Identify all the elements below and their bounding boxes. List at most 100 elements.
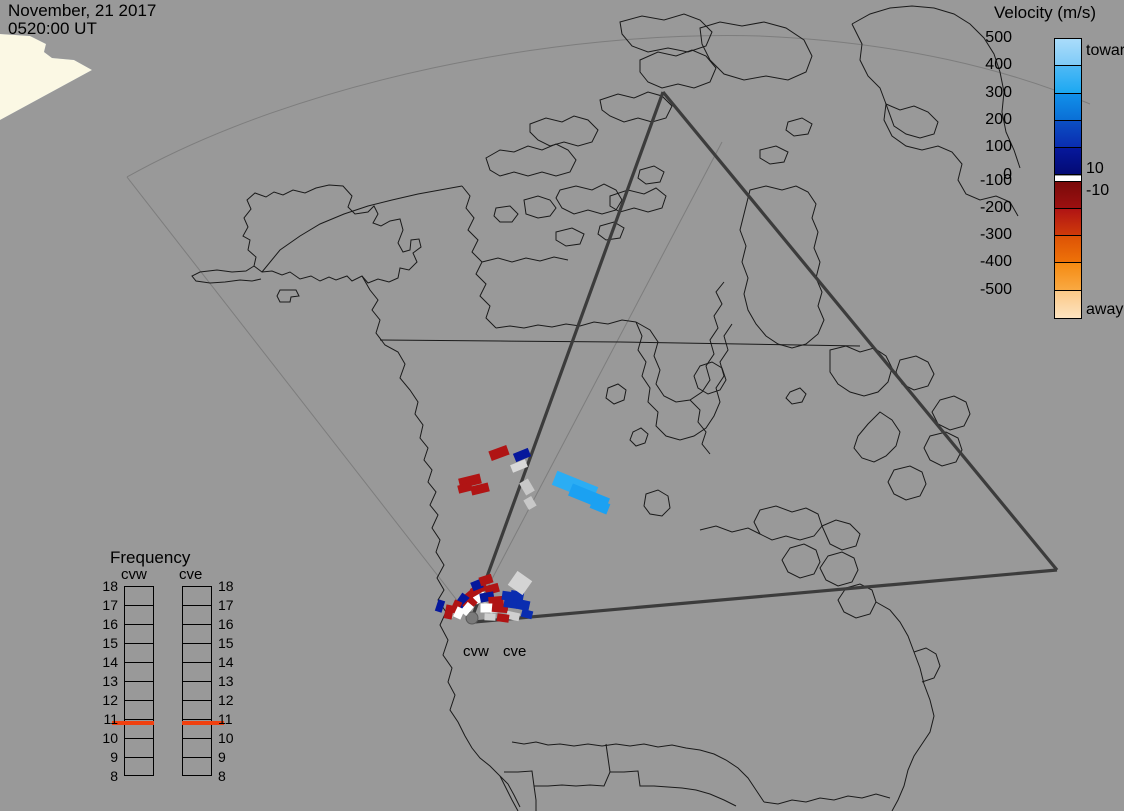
- frequency-tick-cvw-11: 11: [103, 711, 118, 727]
- frequency-tick-cvw-8: 8: [110, 768, 118, 784]
- velocity-cell: [589, 497, 611, 515]
- velocity-cell: [484, 582, 500, 596]
- site-label-cvw: cvw: [463, 643, 489, 660]
- velocity-cell: [523, 495, 537, 511]
- velocity-cell: [512, 447, 532, 463]
- frequency-tick-cve-13: 13: [218, 673, 234, 689]
- frequency-segment: [125, 682, 153, 701]
- time-label: 0520:00 UT: [8, 19, 97, 38]
- frequency-segment: [125, 663, 153, 682]
- frequency-tick-cvw-17: 17: [102, 597, 118, 613]
- colorbar-band--450: [1055, 290, 1081, 318]
- frequency-column-title-cve: cve: [179, 566, 203, 583]
- frequency-column-title-cvw: cvw: [121, 566, 147, 583]
- frequency-legend-title: Frequency: [110, 548, 191, 567]
- colorbar-tick-0: 0: [1003, 165, 1012, 183]
- frequency-tick-cve-9: 9: [218, 749, 226, 765]
- velocity-cell: [520, 608, 534, 620]
- frequency-segment: [183, 606, 211, 625]
- frequency-segment: [183, 587, 211, 606]
- velocity-legend: Velocity (m/s) 500 400 300 200 100 0 -100 -200 -…: [979, 0, 1124, 340]
- velocity-cell: [480, 603, 498, 613]
- velocity-cell: [478, 573, 494, 587]
- toward-label: toward: [1086, 42, 1124, 59]
- frequency-segment: [183, 758, 211, 777]
- velocity-cell: [507, 570, 533, 596]
- frequency-marker-cve: [182, 720, 224, 725]
- land-corner: [0, 34, 92, 120]
- frequency-tick-cvw-16: 16: [102, 616, 118, 632]
- velocity-cell: [434, 599, 446, 613]
- date-label: November, 21 2017: [8, 1, 157, 20]
- frequency-tick-cvw-9: 9: [110, 749, 118, 765]
- frequency-tick-cve-8: 8: [218, 768, 226, 784]
- frequency-tick-cvw-18: 18: [102, 578, 118, 594]
- velocity-cell: [496, 613, 510, 623]
- site-label-cve: cve: [503, 643, 527, 660]
- velocity-cell: [510, 459, 528, 473]
- frequency-tick-cve-11: 11: [218, 711, 233, 727]
- frequency-segment: [125, 625, 153, 644]
- velocity-cell: [470, 482, 490, 496]
- frequency-segment: [183, 682, 211, 701]
- frequency-tick-cve-12: 12: [218, 692, 234, 708]
- threshold-high-label: 10: [1086, 160, 1104, 177]
- velocity-cell: [488, 445, 510, 461]
- velocity-cell: [519, 478, 535, 496]
- frequency-legend: Frequency cvw 18 17 16 15 14 13 12 11 10 9 8 cve 18 17…: [84, 548, 244, 788]
- velocity-cell: [443, 604, 455, 620]
- colorbar-tick--500: -500: [979, 280, 1012, 298]
- colorbar-band--350: [1055, 263, 1081, 291]
- frequency-column-cve: cve 18 17 16 15 14 13 12 11 10 9 8: [179, 566, 234, 784]
- velocity-cell: [501, 590, 515, 602]
- colorbar-band-0: [1055, 175, 1081, 182]
- velocity-cell: [457, 482, 473, 494]
- colorbar-tick--300: -300: [979, 226, 1012, 244]
- velocity-colorbar: [1054, 38, 1082, 319]
- frequency-segment: [183, 644, 211, 663]
- frequency-tick-cvw-10: 10: [102, 730, 118, 746]
- velocity-legend-title: Velocity (m/s): [994, 3, 1097, 22]
- frequency-tick-cve-18: 18: [218, 578, 234, 594]
- frequency-segment: [125, 758, 153, 777]
- fov-thick-boundary: [470, 90, 1059, 624]
- velocity-cell: [505, 610, 521, 622]
- colorbar-band--250: [1055, 236, 1081, 264]
- velocity-cell: [453, 606, 465, 620]
- colorbar-tick--100: -100: [979, 171, 1012, 189]
- colorbar-tick-400: 400: [985, 56, 1012, 74]
- frequency-segment: [183, 701, 211, 720]
- frequency-column-cvw: cvw 18 17 16 15 14 13 12 11 10 9 8: [102, 566, 154, 784]
- away-label: away: [1086, 301, 1124, 318]
- frequency-tick-cvw-12: 12: [102, 692, 118, 708]
- frequency-segment: [183, 720, 211, 739]
- frequency-segment: [125, 720, 153, 739]
- colorbar-band-50: [1055, 148, 1081, 176]
- colorbar-band--150: [1055, 208, 1081, 237]
- radar-origin-marker: [465, 611, 479, 625]
- velocity-cells: [434, 445, 611, 623]
- colorbar-band--50: [1055, 181, 1081, 209]
- frequency-segment: [183, 739, 211, 758]
- frequency-tick-cve-15: 15: [218, 635, 234, 651]
- colorbar-tick-100: 100: [985, 138, 1012, 156]
- frequency-tick-cve-16: 16: [218, 616, 234, 632]
- colorbar-tick--400: -400: [979, 253, 1012, 271]
- velocity-cell: [484, 613, 496, 621]
- colorbar-tick-300: 300: [985, 83, 1012, 101]
- colorbar-tick-500: 500: [985, 29, 1012, 46]
- colorbar-band-450: [1055, 39, 1081, 67]
- frequency-segment: [125, 644, 153, 663]
- colorbar-tick--200: -200: [979, 198, 1012, 216]
- frequency-scale-cvw: [124, 586, 154, 776]
- colorbar-band-150: [1055, 120, 1081, 149]
- frequency-segment: [125, 587, 153, 606]
- frequency-segment: [125, 739, 153, 758]
- colorbar-tick-200: 200: [985, 110, 1012, 128]
- threshold-low-label: -10: [1086, 182, 1110, 199]
- frequency-segment: [183, 625, 211, 644]
- frequency-tick-cve-17: 17: [218, 597, 234, 613]
